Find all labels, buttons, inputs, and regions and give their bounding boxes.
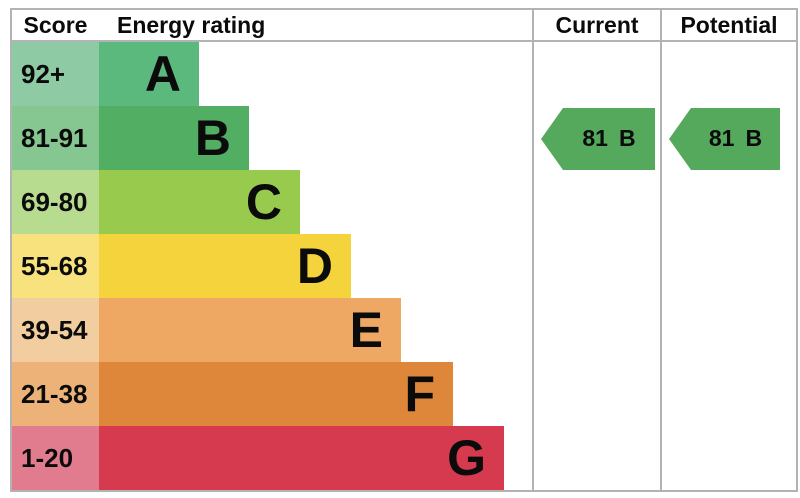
score-range-c: 69-80: [12, 170, 99, 234]
potential-cell-f: [660, 362, 796, 426]
current-cell-f: [532, 362, 660, 426]
current-column-header: Current: [532, 10, 660, 42]
score-range-a: 92+: [12, 42, 99, 106]
rating-bar-b: B: [99, 106, 249, 170]
potential-cell-c: [660, 170, 796, 234]
arrow-left-tip-icon: [541, 107, 563, 170]
rating-bar-cell-f: F: [99, 362, 532, 426]
current-arrow-label: 81 B: [563, 107, 655, 170]
score-range-d: 55-68: [12, 234, 99, 298]
rating-bar-e: E: [99, 298, 401, 362]
rating-letter-b: B: [194, 110, 231, 166]
rating-bar-cell-b: B: [99, 106, 532, 170]
epc-table: Score Energy rating Current Potential 92…: [10, 8, 798, 492]
rating-bar-c: C: [99, 170, 300, 234]
current-cell-g: [532, 426, 660, 490]
rating-bar-cell-e: E: [99, 298, 532, 362]
rating-bar-cell-d: D: [99, 234, 532, 298]
potential-column-header: Potential: [660, 10, 796, 42]
energy-rating-column-header: Energy rating: [99, 10, 532, 42]
score-range-f: 21-38: [12, 362, 99, 426]
current-cell-a: [532, 42, 660, 106]
arrow-left-tip-icon: [669, 107, 691, 170]
rating-letter-e: E: [349, 302, 383, 358]
rating-letter-c: C: [245, 174, 282, 230]
rating-bar-cell-a: A: [99, 42, 532, 106]
current-cell-c: [532, 170, 660, 234]
rating-bar-g: G: [99, 426, 504, 490]
rating-bar-a: A: [99, 42, 199, 106]
current-band-letter: B: [618, 125, 636, 151]
current-rating-arrow: 81 B: [541, 107, 655, 170]
potential-arrow-label: 81 B: [691, 107, 780, 170]
potential-score-value: 81: [708, 125, 735, 151]
rating-letter-g: G: [447, 430, 486, 486]
rating-bar-f: F: [99, 362, 453, 426]
score-column-header: Score: [12, 10, 99, 42]
current-cell-d: [532, 234, 660, 298]
score-range-g: 1-20: [12, 426, 99, 490]
rating-bar-cell-g: G: [99, 426, 532, 490]
potential-cell-b: 81 B: [660, 106, 796, 170]
rating-bar-cell-c: C: [99, 170, 532, 234]
potential-band-letter: B: [745, 125, 763, 151]
score-range-b: 81-91: [12, 106, 99, 170]
current-cell-b: 81 B: [532, 106, 660, 170]
rating-letter-f: F: [404, 366, 435, 422]
potential-cell-g: [660, 426, 796, 490]
potential-cell-a: [660, 42, 796, 106]
rating-bar-d: D: [99, 234, 351, 298]
score-range-e: 39-54: [12, 298, 99, 362]
rating-letter-a: A: [144, 46, 181, 102]
potential-rating-arrow: 81 B: [669, 107, 780, 170]
potential-cell-d: [660, 234, 796, 298]
potential-cell-e: [660, 298, 796, 362]
current-cell-e: [532, 298, 660, 362]
current-score-value: 81: [582, 125, 608, 151]
rating-letter-d: D: [296, 238, 333, 294]
